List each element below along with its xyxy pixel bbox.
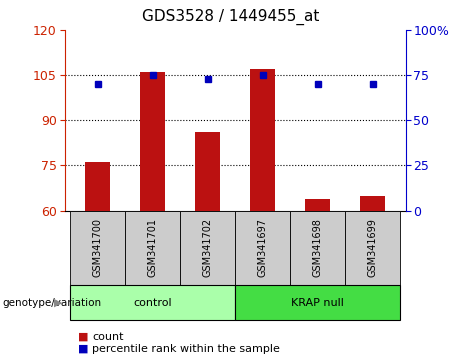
Text: GSM341700: GSM341700 — [93, 218, 102, 277]
Bar — [235, 285, 400, 320]
Text: GSM341699: GSM341699 — [368, 218, 378, 277]
Bar — [70, 285, 235, 320]
Text: ▶: ▶ — [54, 298, 62, 308]
Text: GSM341697: GSM341697 — [258, 218, 268, 277]
Bar — [195, 132, 220, 211]
Text: genotype/variation: genotype/variation — [2, 298, 101, 308]
Text: ■: ■ — [78, 332, 89, 342]
Bar — [250, 69, 275, 211]
Bar — [305, 199, 330, 211]
Bar — [140, 72, 165, 211]
Bar — [70, 211, 125, 285]
Bar — [345, 211, 400, 285]
Text: count: count — [92, 332, 124, 342]
Text: GSM341698: GSM341698 — [313, 218, 323, 277]
Text: GDS3528 / 1449455_at: GDS3528 / 1449455_at — [142, 9, 319, 25]
Text: ■: ■ — [78, 344, 89, 354]
Bar — [235, 211, 290, 285]
Text: GSM341701: GSM341701 — [148, 218, 158, 277]
Text: GSM341702: GSM341702 — [202, 218, 213, 278]
Bar — [125, 211, 180, 285]
Bar — [361, 195, 385, 211]
Bar — [180, 211, 235, 285]
Text: KRAP null: KRAP null — [291, 298, 344, 308]
Text: percentile rank within the sample: percentile rank within the sample — [92, 344, 280, 354]
Bar — [85, 162, 110, 211]
Bar — [290, 211, 345, 285]
Text: control: control — [133, 298, 172, 308]
